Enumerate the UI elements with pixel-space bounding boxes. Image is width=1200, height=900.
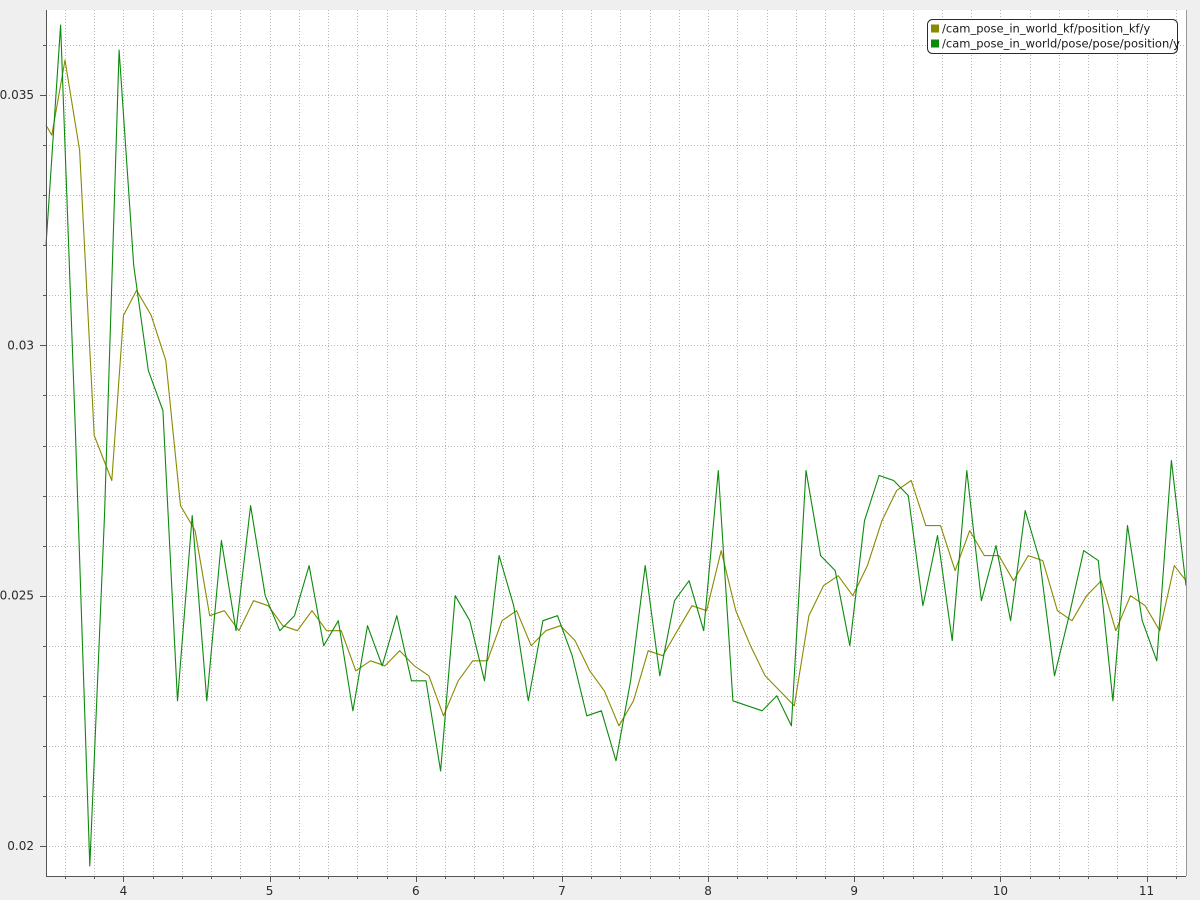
series-line-1 [45, 59, 1187, 727]
legend-label-1: /cam_pose_in_world_kf/position_kf/y [942, 22, 1150, 36]
axes [46, 10, 1187, 877]
y-tick-label: 0.02 [7, 839, 34, 853]
y-tick-label: 0.025 [0, 589, 34, 603]
x-tick-label: 8 [704, 884, 712, 898]
y-tick-label: 0.035 [0, 88, 34, 102]
y-axis-ticks: 0.02 0.025 0.03 0.035 [0, 45, 46, 853]
x-tick-label: 6 [412, 884, 420, 898]
legend-label-2: /cam_pose_in_world/pose/pose/position/y [942, 37, 1180, 51]
legend-box [927, 19, 1178, 54]
grid [46, 10, 1186, 876]
x-axis-ticks: 4 5 6 7 8 9 10 11 [65, 876, 1177, 898]
x-tick-label: 11 [1139, 884, 1154, 898]
x-tick-label: 10 [993, 884, 1008, 898]
x-tick-label: 5 [266, 884, 274, 898]
y-tick-label: 0.03 [7, 338, 34, 352]
x-tick-label: 9 [850, 884, 858, 898]
x-tick-label: 7 [558, 884, 566, 898]
legend-swatch-2 [931, 39, 939, 48]
series-line-2 [45, 24, 1187, 867]
series-lines [45, 24, 1187, 867]
x-tick-label: 4 [120, 884, 128, 898]
legend-swatch-1 [931, 24, 939, 33]
plot-area [46, 10, 1186, 876]
legend: /cam_pose_in_world_kf/position_kf/y/cam_… [927, 19, 1180, 54]
